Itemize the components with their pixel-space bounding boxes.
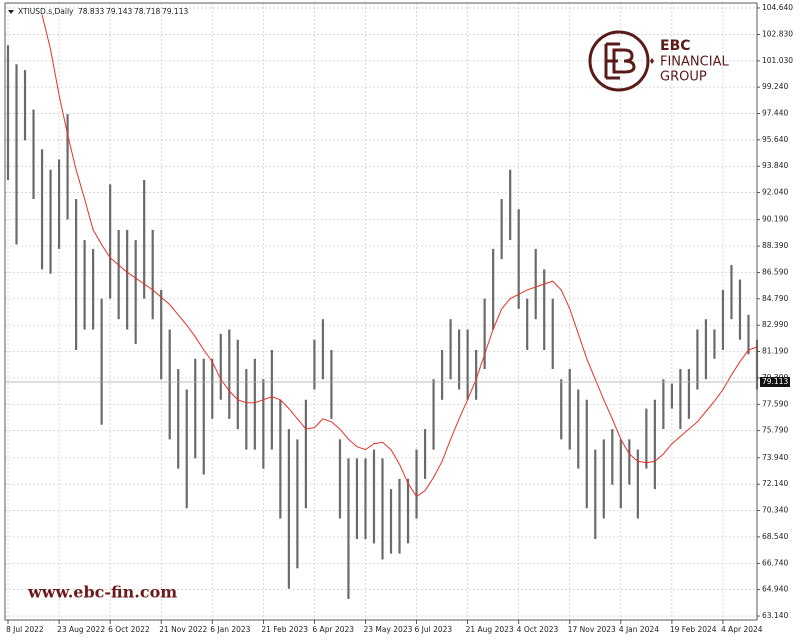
y-tick-label: 68.540 (762, 532, 788, 541)
website: www.ebc-fin.com (27, 583, 177, 602)
x-tick-label: 17 Nov 2023 (568, 625, 616, 634)
x-tick-label: 6 Jul 2023 (415, 625, 453, 634)
y-tick-label: 104.640 (762, 3, 793, 12)
logo: EBC FINANCIAL GROUP (588, 30, 729, 92)
moving-average (41, 14, 758, 498)
y-tick-label: 101.030 (762, 56, 793, 65)
y-tick-label: 84.790 (762, 294, 788, 303)
y-tick-label: 95.640 (762, 135, 788, 144)
grid (5, 3, 757, 620)
x-tick-label: 21 Feb 2023 (261, 625, 308, 634)
header-close: 79.113 (162, 7, 188, 16)
x-tick-label: 4 Apr 2024 (721, 625, 763, 634)
y-tick-label: 92.040 (762, 188, 788, 197)
logo-text: GROUP (660, 70, 707, 85)
y-tick-label: 93.840 (762, 161, 788, 170)
y-tick-label: 90.190 (762, 215, 788, 224)
x-tick-label: 19 Feb 2024 (670, 625, 717, 634)
x-tick-label: 23 Aug 2022 (57, 625, 105, 634)
x-tick-label: 6 Jan 2023 (210, 625, 250, 634)
y-tick-label: 102.830 (762, 30, 793, 39)
y-tick-label: 97.440 (762, 108, 788, 117)
x-tick-label: 23 May 2023 (363, 625, 412, 634)
y-tick-label: 88.390 (762, 241, 788, 250)
symbol: XTIUSD.s,Daily (18, 7, 74, 16)
y-tick-label: 82.990 (762, 320, 788, 329)
x-tick-label: 4 Jan 2024 (619, 625, 659, 634)
plot-frame (4, 2, 758, 621)
header-open: 78.833 (78, 7, 104, 16)
header-high: 79.143 (106, 7, 132, 16)
logo-ring (588, 30, 650, 92)
last-price-label: 79.113 (762, 377, 788, 386)
logo-text: FINANCIAL (660, 55, 729, 70)
y-tick-label: 63.140 (762, 611, 788, 620)
logo-diamond (650, 58, 654, 64)
header-low: 78.718 (134, 7, 160, 16)
x-tick-label: 6 Oct 2022 (108, 625, 150, 634)
y-tick-label: 66.740 (762, 558, 788, 567)
x-tick-label: 8 Jul 2022 (6, 625, 44, 634)
header-arrow (8, 10, 14, 14)
x-tick-label: 21 Nov 2022 (159, 625, 207, 634)
last-price-tag (760, 377, 790, 388)
y-tick-label: 70.340 (762, 506, 788, 515)
logo-text: EBC (660, 38, 691, 54)
y-tick-label: 72.140 (762, 479, 788, 488)
y-tick-label: 81.190 (762, 347, 788, 356)
marks (6, 14, 759, 600)
y-tick-label: 64.940 (762, 585, 788, 594)
x-tick-label: 6 Apr 2023 (312, 625, 354, 634)
x-tick-label: 4 Oct 2023 (517, 625, 559, 634)
y-tick-label: 86.590 (762, 267, 788, 276)
y-tick-label: 73.940 (762, 453, 788, 462)
logo-glyph (604, 42, 636, 80)
y-tick-label: 99.240 (762, 82, 788, 91)
y-tick-label: 75.790 (762, 426, 788, 435)
x-tick-label: 21 Aug 2023 (466, 625, 514, 634)
y-tick-label: 77.590 (762, 399, 788, 408)
